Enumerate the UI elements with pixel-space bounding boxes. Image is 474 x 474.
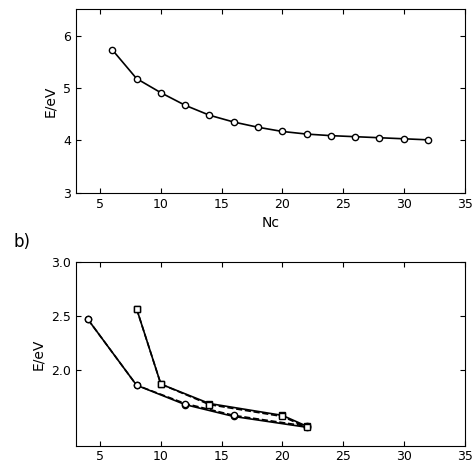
X-axis label: Nc: Nc	[261, 216, 279, 230]
Text: b): b)	[14, 233, 31, 251]
Y-axis label: E/eV: E/eV	[44, 85, 57, 117]
Y-axis label: E/eV: E/eV	[32, 338, 46, 370]
